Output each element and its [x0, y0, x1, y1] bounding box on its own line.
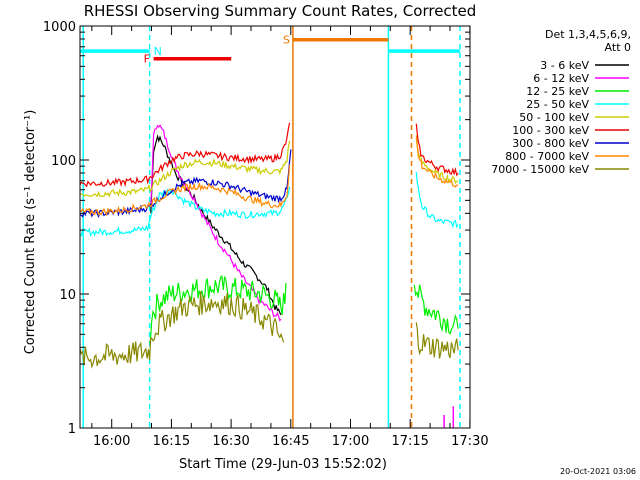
flag-label-N: N [154, 45, 162, 58]
legend-label: 12 - 25 keV [526, 85, 589, 98]
flag-label-S: S [283, 34, 290, 47]
x-tick-label: 16:15 [153, 434, 190, 449]
y-tick-label: 1 [68, 422, 76, 437]
axes: 1 10 100 1000 16:00 16:15 16:30 16:45 17:00 17:15… [43, 20, 489, 449]
series-line-2 [149, 274, 459, 344]
legend-label: 7000 - 15000 keV [491, 163, 589, 176]
series-line-5 [79, 122, 459, 188]
date-stamp: 20-Oct-2021 03:06 [560, 467, 636, 476]
x-tick-label: 16:00 [93, 434, 130, 449]
y-tick-label: 100 [51, 154, 76, 169]
series-line-8 [79, 291, 459, 369]
legend-label: 50 - 100 keV [519, 111, 589, 124]
x-tick-label: 16:45 [272, 434, 309, 449]
legend-label: 800 - 7000 keV [505, 150, 589, 163]
legend-label: 3 - 6 keV [540, 59, 589, 72]
x-axis-title: Start Time (29-Jun-03 15:52:02) [179, 457, 387, 472]
x-tick-label: 16:30 [212, 434, 249, 449]
series-line-4 [79, 138, 459, 198]
series-line-7 [79, 135, 459, 217]
plot-area: FN S [79, 26, 461, 428]
y-axis-title: Corrected Count Rate (s⁻¹ detector⁻¹) [23, 110, 38, 355]
x-tick-label: 17:00 [332, 434, 369, 449]
legend-label: 25 - 50 keV [526, 98, 589, 111]
legend-header-detectors: Det 1,3,4,5,6,9, [545, 28, 631, 41]
legend-label: 300 - 800 keV [512, 137, 589, 150]
plot-frame [79, 25, 471, 429]
series-line-0 [150, 134, 282, 316]
flag-label-F: F [144, 53, 150, 66]
y-tick-label: 10 [59, 288, 76, 303]
chart-title: RHESSI Observing Summary Count Rates, Co… [84, 2, 477, 20]
series-line-3 [79, 171, 459, 237]
legend-header-attenuator: Att 0 [605, 41, 631, 54]
x-tick-label: 17:15 [391, 434, 428, 449]
legend-label: 100 - 300 keV [512, 124, 589, 137]
legend-label: 6 - 12 keV [533, 72, 589, 85]
y-tick-label: 1000 [43, 20, 76, 35]
x-tick-label: 17:30 [451, 434, 488, 449]
